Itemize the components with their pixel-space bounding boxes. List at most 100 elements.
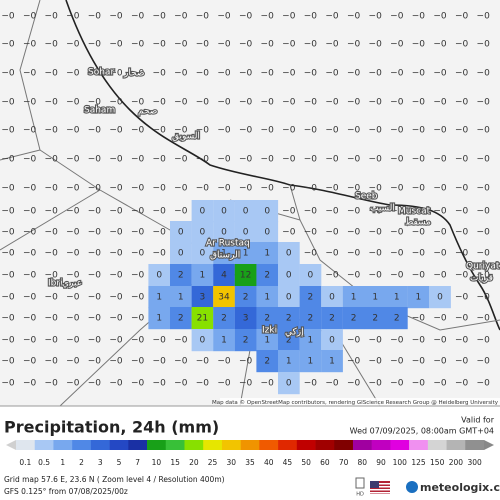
grid-value: −0 xyxy=(109,314,123,324)
grid-value: −0 xyxy=(174,184,188,194)
grid-value: −0 xyxy=(239,12,253,22)
grid-value: 1 xyxy=(156,314,162,324)
grid-value: 0 xyxy=(286,293,292,303)
legend-tick-label: 90 xyxy=(376,458,386,467)
grid-value: −0 xyxy=(455,336,469,346)
grid-value: −0 xyxy=(131,336,145,346)
grid-value: −0 xyxy=(477,40,491,50)
precip-cell xyxy=(234,264,257,287)
grid-value: 1 xyxy=(308,357,314,367)
grid-value: −0 xyxy=(261,155,275,165)
grid-value: 1 xyxy=(372,293,378,303)
precip-cell xyxy=(386,307,408,330)
grid-value: 1 xyxy=(243,249,249,259)
grid-value: −0 xyxy=(412,314,426,324)
grid-value: −0 xyxy=(261,12,275,22)
grid-value: −0 xyxy=(196,155,210,165)
grid-value: −0 xyxy=(1,98,15,108)
legend-tick-label: 7 xyxy=(135,458,140,467)
grid-value: −0 xyxy=(1,207,15,217)
grid-value: −0 xyxy=(109,40,123,50)
precip-cell xyxy=(234,329,257,352)
grid-value: −0 xyxy=(153,336,167,346)
grid-value: −0 xyxy=(433,249,447,259)
grid-value: −0 xyxy=(88,69,102,79)
place-label: السيب xyxy=(370,204,395,214)
legend-swatch xyxy=(109,440,129,450)
legend-tick-label: 60 xyxy=(320,458,330,467)
grid-value: −0 xyxy=(347,228,361,238)
grid-value: −0 xyxy=(282,98,296,108)
grid-value: −0 xyxy=(304,40,318,50)
grid-value: 1 xyxy=(178,293,184,303)
grid-value: 1 xyxy=(416,293,422,303)
grid-value: −0 xyxy=(390,207,404,217)
grid-value: −0 xyxy=(153,40,167,50)
legend-swatch xyxy=(409,440,429,450)
precip-cell xyxy=(407,286,430,309)
grid-value: −0 xyxy=(369,228,383,238)
legend-tick-label: 40 xyxy=(264,458,274,467)
grid-value: −0 xyxy=(45,249,59,259)
grid-value: −0 xyxy=(282,12,296,22)
grid-value: −0 xyxy=(196,69,210,79)
precip-cell xyxy=(256,242,279,265)
place-label: Seeb xyxy=(355,192,378,202)
grid-value: −0 xyxy=(455,314,469,324)
grid-value: −0 xyxy=(174,69,188,79)
grid-value: −0 xyxy=(174,336,188,346)
grid-value: 1 xyxy=(264,293,270,303)
grid-value: −0 xyxy=(217,40,231,50)
grid-value: −0 xyxy=(433,379,447,389)
grid-value: −0 xyxy=(66,293,80,303)
grid-value: −0 xyxy=(261,184,275,194)
grid-value: −0 xyxy=(23,314,37,324)
precip-cell xyxy=(234,307,257,330)
grid-value: 0 xyxy=(156,271,162,281)
precip-cell xyxy=(191,200,214,223)
grid-value: 1 xyxy=(264,336,270,346)
grid-value: −0 xyxy=(239,126,253,136)
grid-value: 2 xyxy=(264,314,270,324)
grid-value: −0 xyxy=(477,379,491,389)
grid-value: −0 xyxy=(23,184,37,194)
grid-value: −0 xyxy=(369,271,383,281)
grid-value: −0 xyxy=(304,126,318,136)
grid-value: −0 xyxy=(304,379,318,389)
grid-value: −0 xyxy=(347,69,361,79)
grid-value: −0 xyxy=(23,98,37,108)
legend-tick-label: 15 xyxy=(170,458,180,467)
grid-value: −0 xyxy=(325,98,339,108)
grid-value: −0 xyxy=(131,207,145,217)
precip-cell xyxy=(278,350,300,373)
flag[interactable] xyxy=(370,481,390,494)
grid-value: −0 xyxy=(1,184,15,194)
grid-value: 0 xyxy=(221,207,227,217)
grid-value: −0 xyxy=(23,249,37,259)
place-label: صحم xyxy=(138,107,157,117)
grid-value: −0 xyxy=(217,184,231,194)
grid-value: −0 xyxy=(239,155,253,165)
brand-logo xyxy=(406,481,418,493)
grid-value: −0 xyxy=(239,40,253,50)
grid-value: −0 xyxy=(23,69,37,79)
grid-value: 2 xyxy=(372,314,378,324)
grid-value: −0 xyxy=(477,271,491,281)
brand[interactable]: meteologix.com xyxy=(420,481,500,494)
precip-cell xyxy=(364,286,387,309)
precip-cell xyxy=(234,286,257,309)
grid-value: −0 xyxy=(1,249,15,259)
legend-swatch xyxy=(278,440,298,450)
grid-value: −0 xyxy=(390,228,404,238)
grid-value: −0 xyxy=(174,98,188,108)
grid-value: −0 xyxy=(109,357,123,367)
grid-value: −0 xyxy=(88,228,102,238)
grid-value: −0 xyxy=(88,379,102,389)
precip-cell xyxy=(234,221,257,244)
grid-value: −0 xyxy=(174,379,188,389)
precip-cell xyxy=(170,286,192,309)
grid-value: 2 xyxy=(308,293,314,303)
grid-value: −0 xyxy=(455,357,469,367)
grid-value: 2 xyxy=(394,314,400,324)
legend-tick-label: 300 xyxy=(467,458,482,467)
